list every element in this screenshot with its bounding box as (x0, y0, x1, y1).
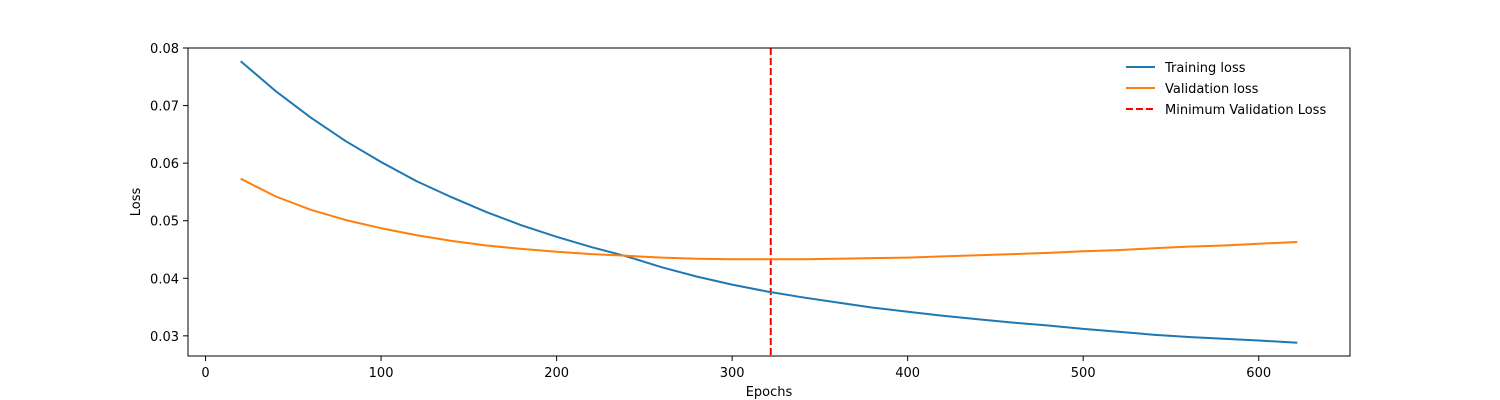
x-tick-label: 200 (544, 366, 569, 381)
legend-label: Training loss (1164, 61, 1246, 76)
x-axis: 0 100 200 300 400 500 600 (201, 356, 1271, 381)
x-tick-label: 100 (369, 366, 394, 381)
x-axis-title: Epochs (746, 385, 793, 400)
y-tick-label: 0.04 (150, 272, 179, 287)
y-tick-label: 0.05 (150, 215, 179, 230)
plot-area (240, 48, 1298, 356)
x-tick-label: 600 (1246, 366, 1271, 381)
validation-loss-line (240, 177, 1298, 261)
y-tick-label: 0.03 (150, 330, 179, 345)
legend-label: Minimum Validation Loss (1165, 103, 1326, 118)
y-tick-label: 0.08 (150, 42, 179, 57)
x-tick-label: 500 (1071, 366, 1096, 381)
y-axis: 0.03 0.04 0.05 0.06 0.07 0.08 (150, 42, 188, 345)
x-tick-label: 300 (720, 366, 745, 381)
x-tick-label: 400 (895, 366, 920, 381)
plot-frame (187, 47, 1351, 357)
y-axis-title: Loss (129, 188, 144, 217)
legend: Training loss Validation loss Minimum Vali… (1126, 61, 1326, 118)
legend-label: Validation loss (1165, 82, 1259, 97)
y-tick-label: 0.07 (150, 100, 179, 115)
training-loss-line (240, 60, 1298, 344)
x-tick-label: 0 (201, 366, 209, 381)
y-tick-label: 0.06 (150, 157, 179, 172)
